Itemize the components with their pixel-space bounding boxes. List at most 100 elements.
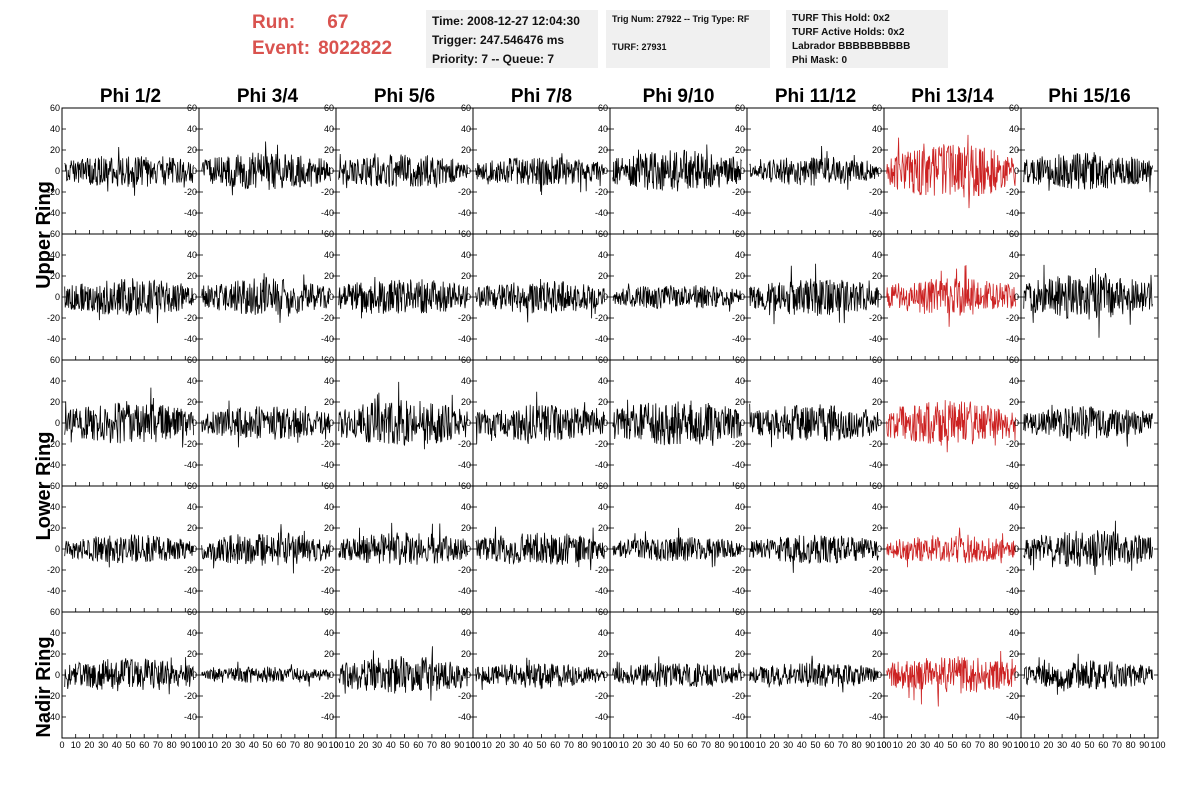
y-tick-label: -40 xyxy=(47,334,60,344)
column-header-4: Phi 9/10 xyxy=(642,86,715,107)
y-tick-label: -20 xyxy=(184,565,197,575)
panel-r2-c7: -40 -20 0 20 40 60 xyxy=(1006,355,1159,487)
y-tick-label: -20 xyxy=(732,313,745,323)
x-tick-label: 60 xyxy=(961,740,971,750)
y-tick-label: 60 xyxy=(872,103,882,113)
y-tick-label: 20 xyxy=(50,397,60,407)
y-tick-label: 40 xyxy=(872,376,882,386)
y-tick-label: -20 xyxy=(595,313,608,323)
y-tick-label: -20 xyxy=(732,565,745,575)
waveform-trace xyxy=(886,134,1016,209)
x-tick-label: 10 xyxy=(1030,740,1040,750)
phi-mask-text: Phi Mask: 0 xyxy=(792,55,848,66)
y-tick-label: -40 xyxy=(1006,460,1019,470)
x-tick-label: 80 xyxy=(441,740,451,750)
y-tick-label: -20 xyxy=(458,187,471,197)
y-tick-label: 0 xyxy=(877,166,882,176)
x-tick-label: 100 xyxy=(191,740,206,750)
x-tick-label: 50 xyxy=(810,740,820,750)
y-tick-label: 20 xyxy=(735,397,745,407)
y-tick-label: 20 xyxy=(598,145,608,155)
y-tick-label: 0 xyxy=(877,670,882,680)
panel-r1-c7: -40 -20 0 20 40 60 xyxy=(1006,229,1159,361)
panel-r0-c5: -40 -20 0 20 40 60 xyxy=(732,103,885,235)
y-tick-label: 60 xyxy=(461,481,471,491)
panel-r1-c6: -40 -20 0 20 40 60 xyxy=(869,229,1022,361)
y-tick-label: 20 xyxy=(1009,523,1019,533)
y-tick-label: 60 xyxy=(187,103,197,113)
y-tick-label: -40 xyxy=(595,460,608,470)
y-tick-label: -40 xyxy=(732,334,745,344)
y-tick-label: 0 xyxy=(192,544,197,554)
y-tick-label: 0 xyxy=(192,670,197,680)
y-tick-label: 0 xyxy=(55,418,60,428)
y-tick-label: -40 xyxy=(458,586,471,596)
x-tick-label: 60 xyxy=(1098,740,1108,750)
waveform-trace xyxy=(886,527,1016,568)
y-tick-label: 20 xyxy=(50,145,60,155)
waveform-trace xyxy=(612,399,742,446)
y-tick-label: -20 xyxy=(595,439,608,449)
waveform-trace xyxy=(201,661,331,687)
y-tick-label: -40 xyxy=(458,208,471,218)
y-tick-label: 0 xyxy=(877,544,882,554)
waveform-trace xyxy=(612,656,742,688)
y-tick-label: 0 xyxy=(192,292,197,302)
x-tick-label: 30 xyxy=(372,740,382,750)
y-tick-label: 60 xyxy=(50,607,60,617)
panel-r3-c6: -40 -20 0 20 40 60 xyxy=(869,481,1022,613)
x-tick-label: 0 xyxy=(881,740,886,750)
y-tick-label: 0 xyxy=(329,166,334,176)
y-tick-label: 40 xyxy=(1009,250,1019,260)
waveform-trace xyxy=(1023,152,1153,193)
y-tick-label: 20 xyxy=(598,649,608,659)
y-tick-label: 60 xyxy=(735,481,745,491)
y-tick-label: 40 xyxy=(1009,376,1019,386)
y-tick-label: 0 xyxy=(466,418,471,428)
y-tick-label: -20 xyxy=(1006,691,1019,701)
y-tick-label: 0 xyxy=(329,292,334,302)
waveform-trace xyxy=(201,400,331,448)
y-tick-label: -40 xyxy=(732,712,745,722)
y-tick-label: 60 xyxy=(187,481,197,491)
x-tick-label: 40 xyxy=(386,740,396,750)
y-tick-label: 40 xyxy=(324,376,334,386)
waveform-trace xyxy=(201,141,331,196)
x-tick-label: 10 xyxy=(756,740,766,750)
y-tick-label: -40 xyxy=(47,586,60,596)
y-tick-label: 0 xyxy=(877,292,882,302)
x-tick-label: 20 xyxy=(769,740,779,750)
y-tick-label: 20 xyxy=(324,271,334,281)
trigger-info-box: Time: 2008-12-27 12:04:30 Trigger: 247.5… xyxy=(426,10,598,68)
waveform-trace xyxy=(1023,653,1153,695)
y-tick-label: -20 xyxy=(321,187,334,197)
x-tick-label: 30 xyxy=(509,740,519,750)
panel-r2-c0: -40 -20 0 20 40 60 xyxy=(47,355,200,487)
y-tick-label: 60 xyxy=(872,355,882,365)
labrador-text: Labrador BBBBBBBBBB xyxy=(792,41,911,52)
y-tick-label: 0 xyxy=(1014,418,1019,428)
y-tick-label: 20 xyxy=(1009,271,1019,281)
waveform-trace xyxy=(64,387,194,448)
x-tick-label: 90 xyxy=(728,740,738,750)
y-tick-label: -20 xyxy=(47,313,60,323)
panel-frame xyxy=(609,107,748,235)
y-tick-label: 0 xyxy=(603,292,608,302)
y-tick-label: 60 xyxy=(324,103,334,113)
y-tick-label: 40 xyxy=(735,376,745,386)
y-tick-label: -20 xyxy=(184,313,197,323)
event-value: 8022822 xyxy=(318,38,393,59)
y-tick-label: 40 xyxy=(461,502,471,512)
y-tick-label: -40 xyxy=(47,208,60,218)
x-tick-label: 10 xyxy=(619,740,629,750)
x-tick-label: 0 xyxy=(196,740,201,750)
y-tick-label: -20 xyxy=(321,313,334,323)
waveform-trace xyxy=(475,153,605,196)
x-tick-label: 10 xyxy=(208,740,218,750)
panel-r1-c3: -40 -20 0 20 40 60 xyxy=(458,229,611,361)
y-tick-label: 0 xyxy=(55,544,60,554)
y-tick-label: 40 xyxy=(598,250,608,260)
waveform-trace xyxy=(338,522,468,566)
y-tick-label: 40 xyxy=(735,250,745,260)
x-tick-label: 100 xyxy=(1013,740,1028,750)
